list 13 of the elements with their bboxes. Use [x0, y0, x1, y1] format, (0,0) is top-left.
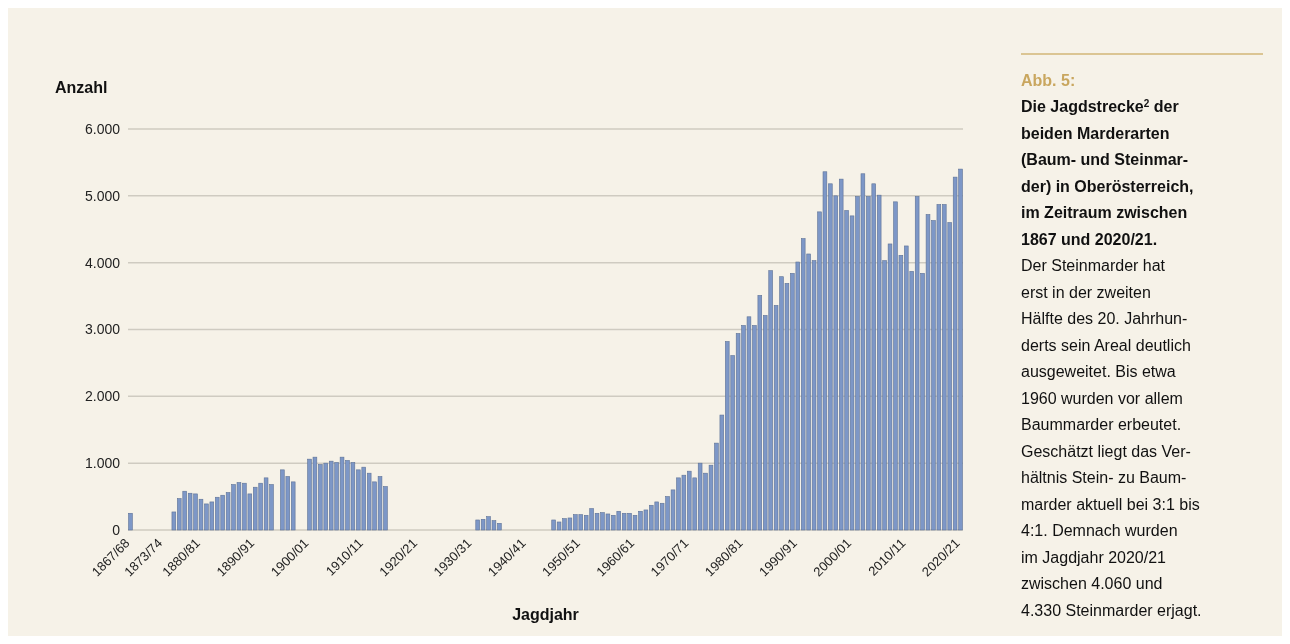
text: Abb. 5: — [1021, 72, 1076, 89]
y-tick-label: 1.000 — [84, 455, 121, 472]
text: Der Steinmarder hat erst in der zweiten Hälfte des 20. Jahrhun- derts sein Areal deutlich ausgeweitet. Bis etwa 1960 wurden vor allem Baummarder erbeutet. Geschätzt liegt das Ver- hältnis Stein- zu Baum- marder aktuell bei 3:1 bis 4:1. Demnach wurden im Jagdjahr 2020/21 zwischen 4.060 und 4.330 Steinmarder erjagt. — [1021, 257, 1202, 619]
text: Die Jagdstrecke$^{2}$ der beiden Marderarten (Baum- und Steinmar- der) in Oberösterreich, im Zeitraum zwischen 1867 und 2020/21. — [1021, 97, 1194, 248]
y-tick-label: 2.000 — [84, 388, 121, 405]
y-axis-title: Anzahl — [55, 79, 108, 96]
y-tick-label: 3.000 — [84, 321, 121, 338]
x-axis-title: Jagdjahr — [512, 606, 579, 623]
y-tick-label: 5.000 — [84, 187, 121, 204]
bar — [128, 512, 133, 531]
y-tick-label: 6.000 — [84, 120, 121, 137]
y-tick-label: 4.000 — [84, 254, 121, 271]
y-tick-label: 0 — [112, 521, 121, 538]
